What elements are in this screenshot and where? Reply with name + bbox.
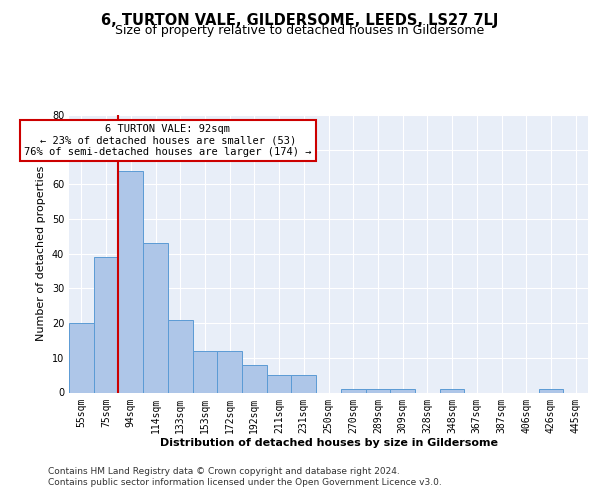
Bar (94, 257, 118, 392)
Bar (217, 351, 242, 393)
Bar (168, 320, 193, 392)
Text: Contains public sector information licensed under the Open Government Licence v3: Contains public sector information licen… (48, 478, 442, 487)
Y-axis label: Number of detached properties: Number of detached properties (36, 166, 46, 342)
Bar (292, 375, 316, 392)
Bar (341, 389, 365, 392)
Text: 6, TURTON VALE, GILDERSOME, LEEDS, LS27 7LJ: 6, TURTON VALE, GILDERSOME, LEEDS, LS27 … (101, 12, 499, 28)
Text: Size of property relative to detached houses in Gildersome: Size of property relative to detached ho… (115, 24, 485, 37)
Bar (118, 170, 143, 392)
Bar (440, 389, 464, 392)
Bar (539, 389, 563, 392)
Bar (365, 389, 390, 392)
Bar (242, 365, 267, 392)
Bar (193, 351, 217, 393)
Bar (69, 323, 94, 392)
X-axis label: Distribution of detached houses by size in Gildersome: Distribution of detached houses by size … (160, 438, 497, 448)
Text: 6 TURTON VALE: 92sqm
← 23% of detached houses are smaller (53)
76% of semi-detac: 6 TURTON VALE: 92sqm ← 23% of detached h… (24, 124, 311, 157)
Text: Contains HM Land Registry data © Crown copyright and database right 2024.: Contains HM Land Registry data © Crown c… (48, 467, 400, 476)
Bar (390, 389, 415, 392)
Bar (143, 244, 168, 392)
Bar (267, 375, 292, 392)
